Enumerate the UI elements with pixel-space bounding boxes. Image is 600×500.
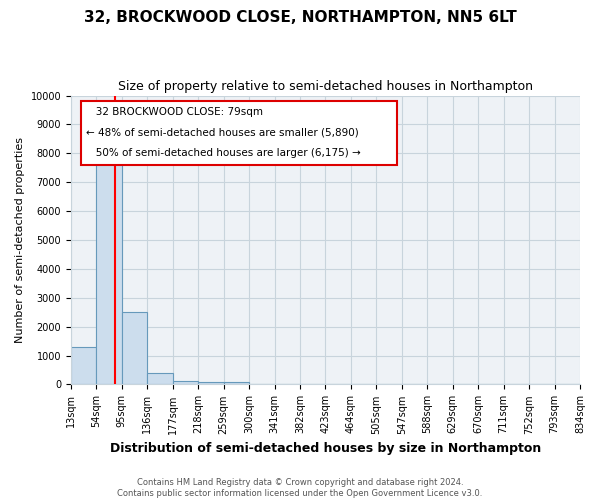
Y-axis label: Number of semi-detached properties: Number of semi-detached properties xyxy=(15,137,25,343)
Text: ← 48% of semi-detached houses are smaller (5,890): ← 48% of semi-detached houses are smalle… xyxy=(86,128,359,138)
Bar xyxy=(173,381,198,384)
Bar xyxy=(198,382,224,384)
Text: 50% of semi-detached houses are larger (6,175) →: 50% of semi-detached houses are larger (… xyxy=(86,148,361,158)
Text: Contains HM Land Registry data © Crown copyright and database right 2024.
Contai: Contains HM Land Registry data © Crown c… xyxy=(118,478,482,498)
Text: 32, BROCKWOOD CLOSE, NORTHAMPTON, NN5 6LT: 32, BROCKWOOD CLOSE, NORTHAMPTON, NN5 6L… xyxy=(83,10,517,25)
Text: 32 BROCKWOOD CLOSE: 79sqm: 32 BROCKWOOD CLOSE: 79sqm xyxy=(86,107,263,117)
Bar xyxy=(122,312,147,384)
Bar xyxy=(224,382,249,384)
FancyBboxPatch shape xyxy=(81,102,397,165)
Bar xyxy=(147,374,173,384)
Bar xyxy=(71,347,97,385)
X-axis label: Distribution of semi-detached houses by size in Northampton: Distribution of semi-detached houses by … xyxy=(110,442,541,455)
Title: Size of property relative to semi-detached houses in Northampton: Size of property relative to semi-detach… xyxy=(118,80,533,93)
Bar xyxy=(97,154,122,384)
